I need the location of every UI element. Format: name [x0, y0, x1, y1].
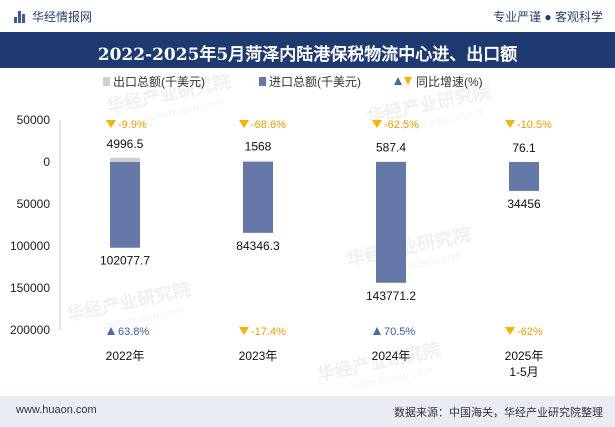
import-value-label: 143771.2 [366, 289, 416, 303]
growth-label: -62% [517, 326, 543, 338]
growth-label: -68.6% [251, 119, 286, 131]
bar-chart-logo-icon [14, 10, 26, 23]
growth-down-marker-icon [505, 327, 515, 335]
growth-label: 70.5% [384, 326, 415, 338]
footer-bar [0, 396, 615, 427]
growth-label: -9.9% [118, 119, 147, 131]
import-bar [376, 162, 406, 283]
import-bar [509, 162, 539, 191]
y-tick-label: 50000 [17, 197, 51, 211]
y-axis: 50000 0 50000 100000 150000 200000 [10, 113, 61, 337]
import-bar [110, 162, 140, 248]
legend-label: 出口总额(千美元) [113, 75, 205, 89]
growth-up-marker-icon [107, 327, 115, 335]
y-tick-label: 150000 [10, 281, 50, 295]
growth-label: -10.5% [517, 119, 552, 131]
data-labels: 4996.5 102077.7 1568 84346.3 587.4 143771.2 76… [100, 137, 541, 303]
header-bar: 华经情报网 专业严谨 ● 客观科学 [0, 0, 615, 32]
tagline: 专业严谨 ● 客观科学 [493, 10, 603, 24]
footer-source: 数据来源：中国海关，华经产业研究院整理 [394, 407, 603, 419]
growth-label: 63.8% [118, 326, 149, 338]
export-value-label: 76.1 [512, 141, 536, 155]
export-bar [243, 160, 273, 162]
y-tick-label: 0 [43, 155, 50, 169]
growth-down-marker-icon [106, 120, 116, 128]
import-value-label: 102077.7 [100, 254, 150, 268]
legend-label: 进口总额(千美元) [269, 75, 361, 89]
legend-triangle-down-icon [404, 77, 412, 85]
export-value-label: 1568 [245, 140, 272, 154]
y-tick-label: 50000 [17, 113, 51, 127]
x-category-label: 2025年 [505, 349, 544, 363]
legend-triangle-icon [394, 77, 402, 85]
export-value-label: 4996.5 [107, 137, 144, 151]
growth-up-marker-icon [373, 327, 381, 335]
x-category-label: 1-5月 [509, 365, 538, 379]
growth-label: -17.4% [251, 326, 286, 338]
brand-name: 华经情报网 [32, 10, 93, 24]
growth-down-marker-icon [239, 327, 249, 335]
export-value-label: 587.4 [376, 141, 406, 155]
legend: 出口总额(千美元) 进口总额(千美元) 同比增速(%) [103, 75, 483, 89]
export-bar [376, 161, 406, 163]
bars [110, 157, 539, 283]
brand: 华经情报网 [14, 8, 92, 25]
import-value-label: 34456 [507, 197, 541, 211]
growth-down-marker-icon [505, 120, 515, 128]
x-category-label: 2022年 [106, 349, 145, 363]
x-category-label: 2024年 [372, 349, 411, 363]
chart-title: 2022-2025年5月菏泽内陆港保税物流中心进、出口额 [97, 45, 518, 65]
legend-swatch [259, 77, 266, 86]
import-bar [243, 162, 273, 233]
x-category-label: 2023年 [239, 349, 278, 363]
x-axis-categories: 2022年 2023年 2024年 2025年 1-5月 [106, 349, 544, 379]
legend-swatch [103, 77, 110, 86]
growth-down-marker-icon [239, 120, 249, 128]
y-tick-label: 100000 [10, 239, 50, 253]
growth-down-marker-icon [372, 120, 382, 128]
y-tick-label: 200000 [10, 323, 50, 337]
footer-website: www.huaon.com [16, 404, 97, 416]
growth-label: -62.5% [384, 119, 419, 131]
export-bar [110, 157, 140, 162]
growth-markers: -9.9% 63.8% -68.6% -17.4% -62.5% 70.5% -10.5% -… [106, 119, 552, 338]
legend-label: 同比增速(%) [416, 75, 483, 89]
import-value-label: 84346.3 [236, 239, 280, 253]
title-bar [0, 32, 615, 68]
